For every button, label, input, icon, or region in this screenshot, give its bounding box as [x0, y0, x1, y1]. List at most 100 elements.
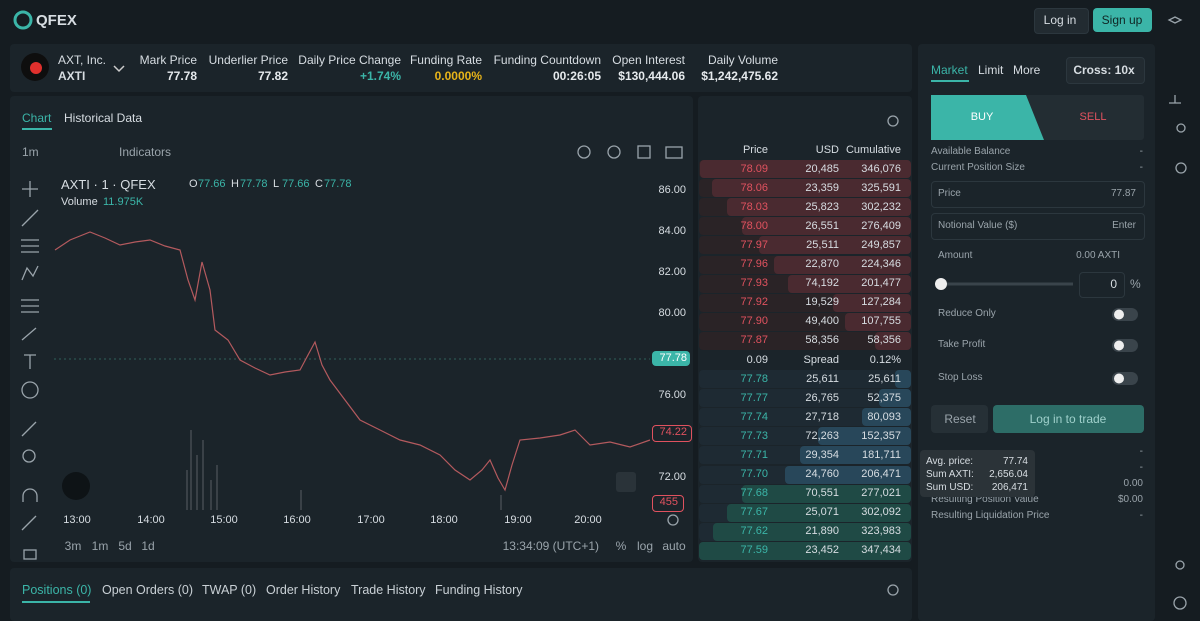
info-label: Available Balance	[931, 146, 1011, 157]
scroll-button[interactable]	[616, 472, 636, 492]
slider-value: 0	[1110, 277, 1117, 291]
price-tick: 72.00	[658, 470, 686, 483]
bottom-tab[interactable]: Positions (0)	[22, 582, 92, 597]
spread-label: Spread	[803, 353, 839, 366]
bottom-tab[interactable]: Open Orders (0)	[102, 582, 194, 597]
scale-option[interactable]: %	[615, 539, 627, 553]
scale-option[interactable]: auto	[662, 539, 686, 553]
login-button[interactable]	[1034, 8, 1089, 34]
ob-usd: 23,359	[805, 181, 839, 194]
ob-row[interactable]	[699, 408, 911, 427]
ohlc-key: C	[315, 177, 323, 190]
ob-usd: 74,192	[805, 277, 839, 290]
ob-usd: 26,551	[805, 219, 839, 232]
ob-price: 77.62	[740, 525, 768, 538]
ob-price: 77.93	[740, 277, 768, 290]
tab[interactable]: Chart	[22, 111, 52, 125]
tool-icons[interactable]	[21, 16, 1187, 610]
percent-input[interactable]	[1079, 272, 1125, 298]
margin-mode[interactable]: Cross: 10x	[1073, 63, 1135, 77]
form-tab[interactable]: Market	[931, 63, 968, 77]
ob-usd: 70,551	[805, 487, 839, 500]
ob-cumulative: 347,434	[861, 544, 901, 557]
asset-symbol: AXTI	[58, 69, 86, 83]
scale-option[interactable]: log	[636, 539, 654, 553]
range[interactable]: 3m	[64, 539, 82, 553]
depth-bar	[785, 465, 911, 484]
last-price-box	[652, 351, 690, 366]
ob-usd: 20,485	[805, 162, 839, 175]
summary-label: Resulting Liquidation Price	[931, 510, 1050, 521]
ob-usd: 29,354	[805, 448, 839, 461]
info-value: -	[1139, 146, 1143, 157]
chevron[interactable]	[113, 65, 125, 73]
ob-cumulative: 181,711	[862, 448, 901, 461]
low-price: 74.22	[659, 425, 687, 438]
input-value: 0.00 AXTI	[1076, 250, 1120, 261]
ob-row[interactable]	[699, 331, 911, 350]
range[interactable]: 1d	[141, 539, 155, 553]
depth-bar	[742, 217, 911, 236]
stat-label: Daily Price Change	[298, 53, 401, 67]
ob-row[interactable]	[699, 370, 911, 388]
reset[interactable]: Reset	[944, 412, 976, 426]
depth-bar	[726, 503, 911, 522]
ob-cumulative: 80,093	[867, 410, 901, 423]
stat-label: Daily Volume	[707, 53, 778, 67]
margin-button[interactable]	[1066, 57, 1145, 84]
ob-price: 78.09	[740, 162, 768, 175]
form-tab[interactable]: More	[1013, 63, 1041, 77]
bottom-tab[interactable]: Funding History	[435, 582, 523, 597]
ohlc-value: 77.78	[240, 177, 268, 190]
login[interactable]: Log in	[1043, 13, 1077, 27]
notional-input[interactable]	[931, 213, 1145, 240]
bottom-panel	[10, 568, 912, 621]
ohlc-key: L	[273, 177, 280, 190]
sell[interactable]: SELL	[1079, 110, 1107, 123]
ob-cumulative: 107,755	[861, 315, 901, 328]
time-tick: 16:00	[283, 513, 311, 526]
indicators[interactable]: Indicators	[119, 145, 172, 159]
tab[interactable]: Historical Data	[64, 111, 143, 125]
interval[interactable]: 1m	[22, 145, 39, 159]
ob-price: 77.70	[740, 468, 768, 480]
ob-price: 77.74	[740, 410, 768, 423]
ob-usd: 21,890	[805, 525, 839, 538]
form-tab[interactable]: Limit	[978, 63, 1004, 77]
summary-value: 0.00	[1123, 478, 1143, 489]
ob-row[interactable]	[699, 389, 911, 408]
ohlc-value: 77.66	[198, 177, 226, 190]
depth-bar	[895, 370, 911, 388]
tooltip-label: Avg. price:	[926, 456, 974, 467]
asset-name: AXT, Inc.	[58, 53, 107, 67]
ob-usd: 27,718	[805, 410, 839, 423]
toggles[interactable]	[1112, 308, 1138, 385]
ob-cumulative: 58,356	[867, 334, 901, 347]
depth-bar	[875, 331, 911, 350]
range[interactable]: 5d	[118, 539, 132, 553]
summary-value: $0.00	[1117, 494, 1143, 505]
bottom-tab[interactable]: Order History	[266, 582, 341, 597]
bottom-tab[interactable]: Trade History	[351, 582, 426, 597]
price-tick: 84.00	[658, 224, 686, 237]
ob-price: 77.77	[740, 391, 768, 404]
bottom-tab[interactable]: TWAP (0)	[202, 582, 257, 597]
time-tick: 15:00	[210, 513, 238, 526]
buy-button-bg[interactable]	[931, 95, 1044, 140]
depth-bar	[788, 274, 911, 293]
signup-button[interactable]	[1093, 8, 1152, 32]
legend: AXTI · 1 · QFEX	[61, 176, 156, 192]
submit-button[interactable]	[993, 405, 1144, 433]
range[interactable]: 1m	[91, 539, 109, 553]
submit[interactable]: Log in to trade	[1029, 412, 1107, 426]
buy[interactable]: BUY	[970, 110, 994, 123]
ob-usd: 26,765	[805, 391, 839, 404]
signup[interactable]: Sign up	[1101, 13, 1143, 27]
reset-button[interactable]	[931, 405, 988, 433]
tooltip-value: 77.74	[1002, 456, 1028, 467]
ob-usd: 58,356	[805, 334, 839, 347]
depth-bar	[699, 541, 911, 560]
ob-usd: 23,452	[805, 544, 839, 557]
slider-knob[interactable]	[935, 278, 947, 290]
price-input[interactable]	[931, 181, 1145, 208]
